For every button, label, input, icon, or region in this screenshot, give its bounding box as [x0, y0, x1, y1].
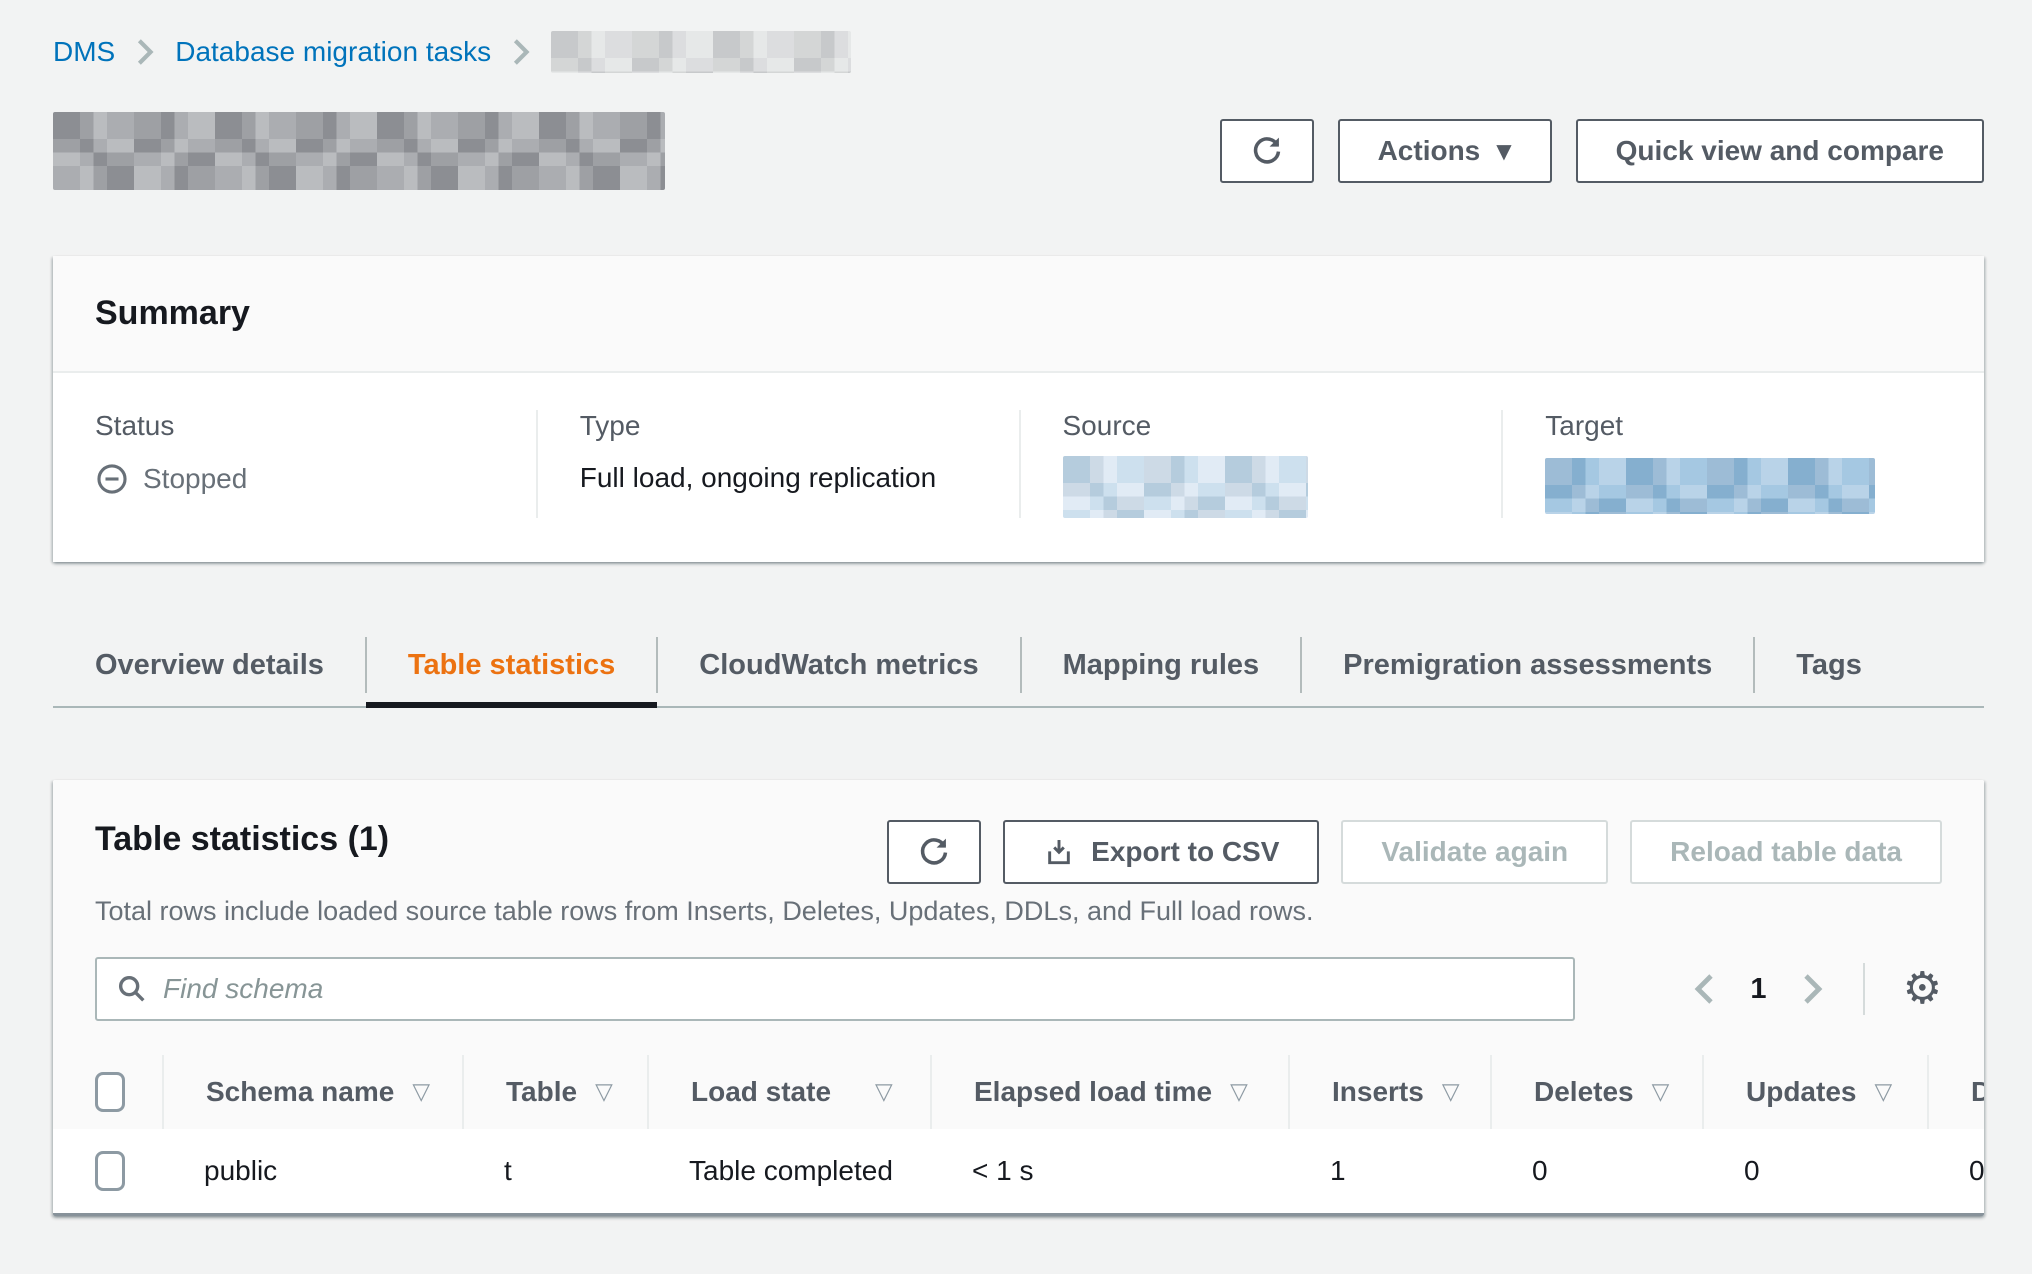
- sort-icon: ▽: [875, 1079, 893, 1105]
- cell-deletes: 0: [1532, 1155, 1548, 1186]
- column-header-schema-name[interactable]: Schema name ▽: [162, 1055, 462, 1129]
- cell-updates: 0: [1744, 1155, 1760, 1186]
- dms-task-page: DMS Database migration tasks Actions: [53, 30, 1984, 1216]
- sort-icon: ▽: [412, 1079, 431, 1105]
- table-toolbar: 1 ⚙: [95, 957, 1942, 1021]
- cell-ddls: 0: [1969, 1155, 1984, 1186]
- summary-field-target: Target: [1501, 410, 1984, 518]
- tab-tags[interactable]: Tags: [1753, 624, 1904, 706]
- column-header-load-state[interactable]: Load state ▽: [647, 1055, 930, 1129]
- table-statistics-title: Table statistics (1): [95, 820, 390, 858]
- breadcrumb: DMS Database migration tasks: [53, 30, 1984, 74]
- table-statistics-description: Total rows include loaded source table r…: [95, 896, 1314, 926]
- type-value: Full load, ongoing replication: [579, 462, 937, 493]
- pagination: 1 ⚙: [1692, 963, 1942, 1015]
- chevron-right-icon: [511, 37, 531, 67]
- sort-icon: ▽: [1441, 1079, 1460, 1105]
- summary-title: Summary: [95, 294, 250, 332]
- table-header-row: Schema name ▽ Table ▽ Load state ▽ Elapsed …: [53, 1055, 1984, 1129]
- row-checkbox[interactable]: [95, 1151, 125, 1191]
- breadcrumb-dms-link[interactable]: DMS: [53, 36, 116, 67]
- refresh-task-button[interactable]: [1219, 119, 1314, 183]
- cell-table: t: [504, 1155, 512, 1186]
- validate-again-button[interactable]: Validate again: [1341, 820, 1609, 884]
- target-label: Target: [1545, 410, 1624, 441]
- cell-schema-name: public: [204, 1155, 278, 1186]
- type-label: Type: [579, 410, 641, 441]
- summary-field-status: Status Stopped: [53, 410, 536, 518]
- header-actions: Actions ▼ Quick view and compare: [1219, 119, 1984, 183]
- summary-field-source: Source: [1018, 410, 1502, 518]
- source-endpoint-link-redacted[interactable]: [1062, 456, 1308, 518]
- breadcrumb-task-name-redacted: [551, 31, 852, 73]
- target-endpoint-link-redacted[interactable]: [1545, 458, 1876, 514]
- column-header-table[interactable]: Table ▽: [462, 1055, 647, 1129]
- summary-field-type: Type Full load, ongoing replication: [535, 410, 1019, 518]
- reload-table-data-button[interactable]: Reload table data: [1630, 820, 1942, 884]
- download-icon: [1043, 836, 1075, 868]
- table-preferences-button[interactable]: ⚙: [1903, 967, 1942, 1011]
- source-label: Source: [1062, 410, 1152, 441]
- summary-panel: Summary Status Stopped Type Full load,: [53, 256, 1984, 562]
- status-value: Stopped: [95, 462, 536, 496]
- search-input[interactable]: [95, 957, 1575, 1021]
- actions-menu-label: Actions: [1377, 135, 1481, 166]
- refresh-icon: [917, 835, 951, 869]
- status-label: Status: [95, 410, 175, 441]
- previous-page-button[interactable]: [1692, 972, 1716, 1006]
- tab-overview-details[interactable]: Overview details: [95, 648, 324, 681]
- column-header-elapsed-load-time[interactable]: Elapsed load time ▽: [930, 1055, 1288, 1129]
- tab-premigration-assessments[interactable]: Premigration assessments: [1300, 624, 1754, 706]
- status-text: Stopped: [143, 463, 248, 494]
- chevron-left-icon: [1692, 972, 1716, 1006]
- refresh-icon: [1250, 134, 1284, 168]
- actions-menu-button[interactable]: Actions ▼: [1337, 119, 1552, 183]
- table-row: public t Table completed < 1 s 1 0 0 0: [53, 1129, 1984, 1216]
- reload-table-data-label: Reload table data: [1670, 836, 1902, 867]
- table-statistics-actions: Export to CSV Validate again Reload tabl…: [887, 820, 1942, 884]
- export-to-csv-label: Export to CSV: [1091, 836, 1280, 867]
- quick-view-compare-button[interactable]: Quick view and compare: [1575, 119, 1984, 183]
- cell-elapsed-load-time: < 1 s: [972, 1155, 1034, 1186]
- schema-search: [95, 957, 1575, 1021]
- row-select-cell: [53, 1129, 162, 1213]
- quick-view-label: Quick view and compare: [1615, 135, 1944, 166]
- chevron-right-icon: [135, 37, 155, 67]
- select-all-checkbox[interactable]: [95, 1072, 125, 1112]
- summary-panel-header: Summary: [53, 256, 1984, 373]
- summary-fields: Status Stopped Type Full load, ongoing r…: [53, 373, 1984, 562]
- current-page-number[interactable]: 1: [1750, 972, 1767, 1005]
- stopped-icon: [95, 462, 129, 496]
- tab-table-statistics[interactable]: Table statistics: [364, 624, 658, 708]
- column-header-updates[interactable]: Updates ▽: [1702, 1055, 1927, 1129]
- chevron-right-icon: [1801, 972, 1825, 1006]
- page-title-redacted: [53, 112, 665, 190]
- validate-again-label: Validate again: [1381, 836, 1569, 867]
- table-statistics-header: Table statistics (1): [53, 780, 1984, 1129]
- column-header-ddls[interactable]: DDLs: [1927, 1055, 1984, 1129]
- table-statistics-panel: Table statistics (1): [53, 780, 1984, 1216]
- select-all-cell: [53, 1055, 162, 1129]
- cell-load-state: Table completed: [689, 1155, 893, 1186]
- tab-cloudwatch-metrics[interactable]: CloudWatch metrics: [656, 624, 1020, 706]
- next-page-button[interactable]: [1801, 972, 1825, 1006]
- export-to-csv-button[interactable]: Export to CSV: [1003, 820, 1320, 884]
- pager-divider: [1862, 963, 1865, 1015]
- sort-icon: ▽: [1230, 1079, 1248, 1105]
- gear-icon: ⚙: [1902, 963, 1942, 1014]
- refresh-table-stats-button[interactable]: [887, 820, 982, 884]
- column-header-inserts[interactable]: Inserts ▽: [1288, 1055, 1490, 1129]
- breadcrumb-migration-tasks-link[interactable]: Database migration tasks: [175, 36, 492, 67]
- sort-icon: ▽: [1874, 1079, 1893, 1105]
- cell-inserts: 1: [1330, 1155, 1346, 1186]
- sort-icon: ▽: [595, 1079, 613, 1105]
- sort-icon: ▽: [1651, 1079, 1670, 1105]
- column-header-deletes[interactable]: Deletes ▽: [1490, 1055, 1702, 1129]
- caret-down-icon: ▼: [1496, 139, 1512, 163]
- task-detail-tabs: Overview details Table statistics CloudW…: [53, 624, 1984, 708]
- page-header: Actions ▼ Quick view and compare: [53, 108, 1984, 194]
- tab-mapping-rules[interactable]: Mapping rules: [1019, 624, 1302, 706]
